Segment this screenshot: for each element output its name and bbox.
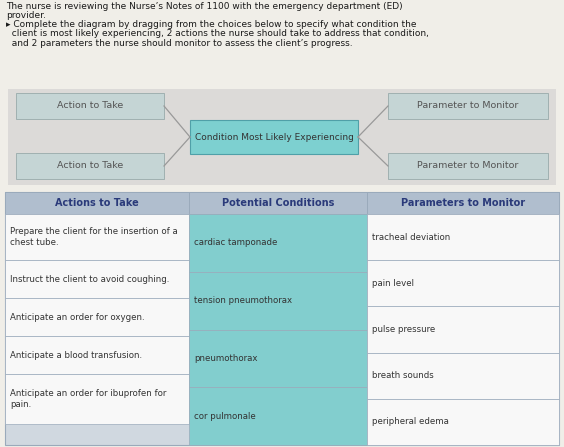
FancyBboxPatch shape	[5, 336, 189, 374]
Text: ▸ Complete the diagram by dragging from the choices below to specify what condit: ▸ Complete the diagram by dragging from …	[6, 20, 416, 29]
Text: Instruct the client to avoid coughing.: Instruct the client to avoid coughing.	[10, 274, 169, 283]
FancyBboxPatch shape	[8, 89, 556, 185]
Text: tracheal deviation: tracheal deviation	[372, 232, 450, 241]
Text: Parameter to Monitor: Parameter to Monitor	[417, 161, 519, 170]
Text: Action to Take: Action to Take	[57, 101, 123, 110]
Text: Actions to Take: Actions to Take	[55, 198, 139, 208]
FancyBboxPatch shape	[16, 93, 164, 119]
FancyBboxPatch shape	[5, 374, 189, 424]
Text: pulse pressure: pulse pressure	[372, 325, 435, 334]
Text: Action to Take: Action to Take	[57, 161, 123, 170]
FancyBboxPatch shape	[190, 120, 358, 154]
FancyBboxPatch shape	[5, 298, 189, 336]
Text: pneumothorax: pneumothorax	[194, 354, 258, 363]
FancyBboxPatch shape	[16, 153, 164, 179]
Text: Anticipate a blood transfusion.: Anticipate a blood transfusion.	[10, 350, 142, 359]
Text: Potential Conditions: Potential Conditions	[222, 198, 334, 208]
FancyBboxPatch shape	[5, 260, 189, 298]
Text: Condition Most Likely Experiencing: Condition Most Likely Experiencing	[195, 132, 354, 142]
FancyBboxPatch shape	[367, 260, 559, 306]
FancyBboxPatch shape	[5, 214, 189, 260]
FancyBboxPatch shape	[388, 153, 548, 179]
FancyBboxPatch shape	[367, 306, 559, 353]
FancyBboxPatch shape	[367, 399, 559, 445]
Text: Parameters to Monitor: Parameters to Monitor	[401, 198, 525, 208]
FancyBboxPatch shape	[189, 272, 367, 329]
Text: provider.: provider.	[6, 12, 46, 21]
Text: The nurse is reviewing the Nurse’s Notes of 1100 with the emergency department (: The nurse is reviewing the Nurse’s Notes…	[6, 2, 403, 11]
FancyBboxPatch shape	[189, 214, 367, 272]
FancyBboxPatch shape	[367, 353, 559, 399]
FancyBboxPatch shape	[189, 329, 367, 387]
Text: tension pneumothorax: tension pneumothorax	[194, 296, 292, 305]
Text: pain level: pain level	[372, 279, 414, 288]
FancyBboxPatch shape	[5, 192, 189, 214]
Text: cor pulmonale: cor pulmonale	[194, 412, 255, 421]
FancyBboxPatch shape	[189, 192, 367, 214]
FancyBboxPatch shape	[367, 214, 559, 260]
Text: breath sounds: breath sounds	[372, 371, 434, 380]
Text: cardiac tamponade: cardiac tamponade	[194, 238, 277, 247]
Text: Anticipate an order for oxygen.: Anticipate an order for oxygen.	[10, 312, 144, 321]
Text: Parameter to Monitor: Parameter to Monitor	[417, 101, 519, 110]
FancyBboxPatch shape	[189, 387, 367, 445]
FancyBboxPatch shape	[367, 192, 559, 214]
FancyBboxPatch shape	[5, 192, 559, 445]
Text: peripheral edema: peripheral edema	[372, 417, 449, 426]
FancyBboxPatch shape	[388, 93, 548, 119]
Text: and 2 parameters the nurse should monitor to assess the client’s progress.: and 2 parameters the nurse should monito…	[6, 39, 352, 48]
Text: Prepare the client for the insertion of a
chest tube.: Prepare the client for the insertion of …	[10, 228, 178, 247]
Text: Anticipate an order for ibuprofen for
pain.: Anticipate an order for ibuprofen for pa…	[10, 389, 166, 409]
Text: client is most likely experiencing, 2 actions the nurse should take to address t: client is most likely experiencing, 2 ac…	[6, 30, 429, 38]
